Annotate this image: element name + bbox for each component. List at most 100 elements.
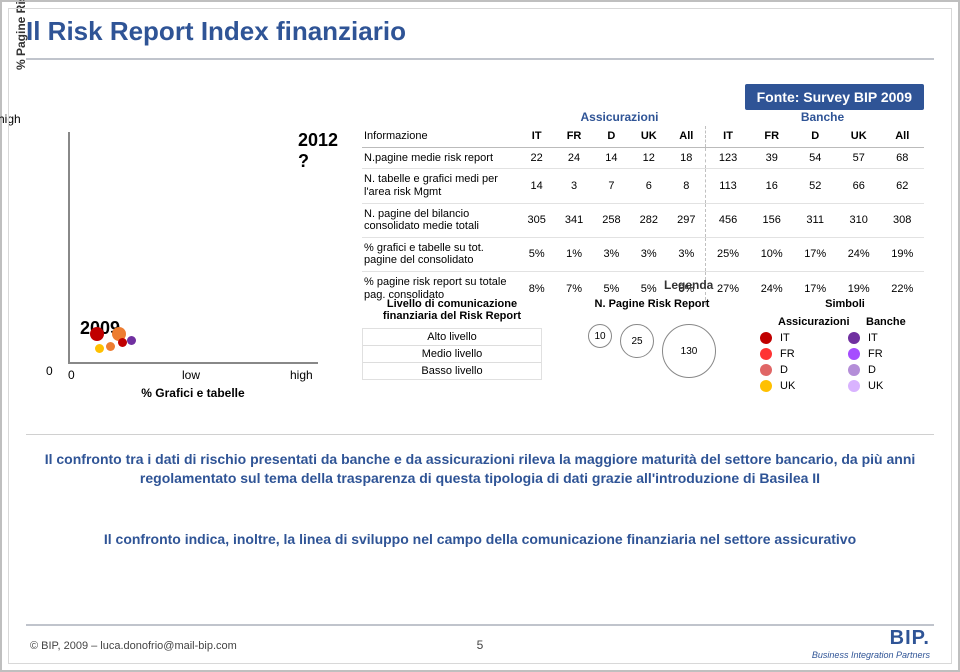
symbol-label: UK [780, 380, 842, 392]
legend-col-levels: Livello di comunicazione finanziaria del… [362, 298, 542, 380]
col-header-label: Informazione [362, 126, 518, 147]
table-row: N.pagine medie risk report22241412181233… [362, 147, 924, 169]
legend-circles-title: N. Pagine Risk Report [562, 298, 742, 310]
cell: 297 [667, 203, 705, 237]
cell: 52 [793, 169, 837, 203]
table: InformazioneITFRDUKAllITFRDUKAll N.pagin… [362, 126, 924, 305]
cell: 57 [837, 147, 881, 169]
cell: 16 [750, 169, 794, 203]
col-header: IT [518, 126, 555, 147]
legend-level: Alto livello [363, 329, 541, 345]
cell: 156 [750, 203, 794, 237]
table-group-header: Assicurazioni Banche [362, 110, 924, 126]
cell: 14 [518, 169, 555, 203]
slide: Il Risk Report Index finanziario Fonte: … [0, 0, 960, 672]
row-label: N.pagine medie risk report [362, 147, 518, 169]
cell: 10% [750, 237, 794, 271]
cell: 17% [793, 237, 837, 271]
cell: 3% [667, 237, 705, 271]
annotation-2012: 2012 ? [298, 130, 338, 172]
page-title: Il Risk Report Index finanziario [26, 16, 934, 47]
chart-dot [127, 336, 136, 345]
symbol-label: FR [780, 348, 842, 360]
x-axis-label: % Grafici e tabelle [68, 386, 318, 400]
cell: 22 [518, 147, 555, 169]
cell: 6 [630, 169, 667, 203]
footer-rule [26, 624, 934, 626]
cell: 54 [793, 147, 837, 169]
symbol-label: IT [780, 332, 842, 344]
col-header: FR [750, 126, 794, 147]
chart-dot [90, 327, 104, 341]
cell: 19% [880, 237, 924, 271]
cell: 282 [630, 203, 667, 237]
cell: 123 [706, 147, 750, 169]
legend-circle: 25 [620, 324, 654, 358]
col-header: IT [706, 126, 750, 147]
cell: 18 [667, 147, 705, 169]
legend: Livello di comunicazione finanziaria del… [362, 298, 924, 418]
symbol-header: Banche [848, 316, 930, 328]
table-row: N. tabelle e grafici medi per l'area ris… [362, 169, 924, 203]
title-rule [26, 58, 934, 60]
symbol-dot [848, 348, 860, 360]
group-assicurazioni: Assicurazioni [518, 110, 721, 126]
data-table: Assicurazioni Banche InformazioneITFRDUK… [362, 110, 924, 305]
col-header: All [880, 126, 924, 147]
col-header: UK [630, 126, 667, 147]
symbol-label: FR [868, 348, 930, 360]
col-header: FR [555, 126, 592, 147]
col-header: D [593, 126, 630, 147]
legend-col-symbols: Simboli AssicurazioniBancheITITFRFRDDUKU… [760, 298, 930, 392]
symbol-header: Assicurazioni [760, 316, 842, 328]
source-badge: Fonte: Survey BIP 2009 [745, 84, 924, 110]
logo-subtitle: Business Integration Partners [812, 650, 930, 660]
cell: 311 [793, 203, 837, 237]
cell: 24% [837, 237, 881, 271]
legend-levels-title: Livello di comunicazione finanziaria del… [362, 298, 542, 322]
origin-0-x: 0 [68, 368, 75, 382]
symbol-dot [848, 380, 860, 392]
legend-level: Basso livello [363, 362, 541, 379]
x-tick-low: low [182, 368, 200, 382]
chart-dot [118, 338, 127, 347]
cell: 39 [750, 147, 794, 169]
chart-dot [106, 342, 115, 351]
cell: 456 [706, 203, 750, 237]
x-tick-high: high [290, 368, 313, 382]
legend-circle: 10 [588, 324, 612, 348]
cell: 3% [593, 237, 630, 271]
footer-logo: BIP. Business Integration Partners [812, 627, 930, 660]
cell: 1% [555, 237, 592, 271]
symbol-label: D [868, 364, 930, 376]
cell: 25% [706, 237, 750, 271]
scatter-chart: % Pagine Risk Report high 2012 ? 2009 0 … [32, 120, 332, 400]
legend-title: Legenda [664, 278, 713, 292]
col-header: UK [837, 126, 881, 147]
table-row: N. pagine del bilancio consolidato medie… [362, 203, 924, 237]
symbol-dot [848, 364, 860, 376]
summary-paragraph-1: Il confronto tra i dati di rischio prese… [32, 450, 928, 488]
cell: 305 [518, 203, 555, 237]
cell: 68 [880, 147, 924, 169]
group-banche: Banche [721, 110, 924, 126]
cell: 24 [555, 147, 592, 169]
legend-circle: 130 [662, 324, 716, 378]
cell: 310 [837, 203, 881, 237]
logo-text: BIP. [812, 627, 930, 650]
row-label: % grafici e tabelle su tot. pagine del c… [362, 237, 518, 271]
origin-0-y: 0 [46, 364, 53, 378]
cell: 12 [630, 147, 667, 169]
symbol-dot [760, 380, 772, 392]
table-row: % grafici e tabelle su tot. pagine del c… [362, 237, 924, 271]
legend-level: Medio livello [363, 345, 541, 362]
summary-paragraph-2: Il confronto indica, inoltre, la linea d… [32, 530, 928, 549]
cell: 66 [837, 169, 881, 203]
cell: 113 [706, 169, 750, 203]
symbol-label: IT [868, 332, 930, 344]
cell: 3 [555, 169, 592, 203]
cell: 14 [593, 147, 630, 169]
cell: 258 [593, 203, 630, 237]
cell: 62 [880, 169, 924, 203]
chart-dot [95, 344, 104, 353]
